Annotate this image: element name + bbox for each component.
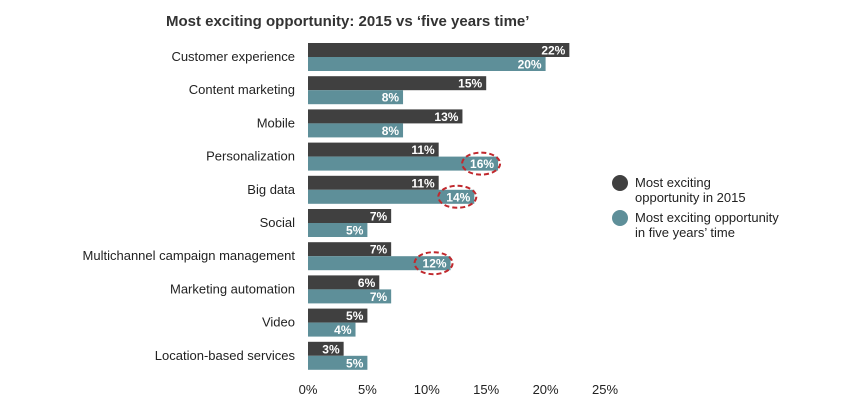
category-label: Marketing automation bbox=[170, 281, 295, 296]
bar bbox=[308, 175, 439, 190]
category-labels: Customer experience Content marketing Mobi… bbox=[83, 49, 296, 363]
bar bbox=[308, 341, 344, 356]
bar bbox=[308, 109, 463, 124]
highlight-circles bbox=[413, 151, 502, 276]
category-label: Big data bbox=[247, 182, 295, 197]
bar bbox=[308, 123, 404, 138]
legend-label: Most exciting bbox=[635, 175, 711, 190]
data-label: 5% bbox=[346, 356, 364, 370]
x-tick-label: 0% bbox=[299, 382, 318, 397]
category-label: Video bbox=[262, 315, 295, 330]
bar bbox=[308, 156, 499, 171]
highlight-circle bbox=[437, 184, 478, 209]
data-label: 5% bbox=[346, 224, 364, 238]
bar bbox=[308, 189, 475, 204]
bar bbox=[308, 43, 570, 57]
data-label: 22% bbox=[541, 44, 565, 58]
bar bbox=[308, 242, 392, 257]
bar bbox=[308, 142, 439, 157]
category-label: Mobile bbox=[257, 115, 295, 130]
chart-title: Most exciting opportunity: 2015 vs ‘five… bbox=[166, 13, 529, 30]
x-tick-label: 25% bbox=[592, 382, 618, 397]
category-label: Customer experience bbox=[171, 49, 295, 64]
data-label: 11% bbox=[411, 176, 435, 190]
bar bbox=[308, 209, 392, 223]
bars bbox=[308, 43, 570, 370]
bar bbox=[308, 90, 404, 105]
value-labels: 22%20%15%8%13%8%11%16%11%14%7%5%7%12%6%7… bbox=[322, 44, 565, 371]
data-label: 20% bbox=[518, 58, 542, 72]
data-label: 3% bbox=[322, 342, 340, 356]
bar bbox=[308, 57, 546, 71]
bar bbox=[308, 275, 380, 290]
data-label: 15% bbox=[458, 77, 482, 91]
bar bbox=[308, 308, 368, 323]
data-label: 16% bbox=[470, 157, 494, 171]
bar bbox=[308, 289, 392, 304]
legend-marker bbox=[612, 210, 628, 226]
data-label: 7% bbox=[370, 290, 388, 304]
legend-label: opportunity in 2015 bbox=[635, 190, 746, 205]
data-label: 7% bbox=[370, 243, 388, 257]
data-label: 8% bbox=[382, 124, 400, 138]
data-label: 6% bbox=[358, 276, 376, 290]
data-label: 12% bbox=[423, 257, 447, 271]
data-label: 8% bbox=[382, 91, 400, 105]
category-label: Social bbox=[260, 215, 296, 230]
legend-marker bbox=[612, 175, 628, 191]
data-label: 14% bbox=[446, 190, 470, 204]
category-label: Multichannel campaign management bbox=[83, 248, 296, 263]
legend-label: Most exciting opportunity bbox=[635, 210, 779, 225]
highlight-circle bbox=[461, 151, 502, 176]
data-label: 13% bbox=[434, 110, 458, 124]
x-tick-label: 15% bbox=[473, 382, 499, 397]
legend-label: in five years’ time bbox=[635, 225, 735, 240]
category-label: Personalization bbox=[206, 149, 295, 164]
category-label: Content marketing bbox=[189, 82, 295, 97]
category-label: Location-based services bbox=[155, 348, 296, 363]
bar bbox=[308, 322, 356, 337]
data-label: 4% bbox=[334, 323, 352, 337]
x-tick-label: 10% bbox=[414, 382, 440, 397]
x-tick-label: 5% bbox=[358, 382, 377, 397]
highlight-circle bbox=[413, 251, 454, 276]
data-label: 7% bbox=[370, 210, 388, 224]
x-axis: 0% 5% 10% 15% 20% 25% bbox=[299, 382, 619, 397]
bar bbox=[308, 223, 368, 237]
data-label: 11% bbox=[411, 143, 435, 157]
bar bbox=[308, 76, 487, 91]
data-label: 5% bbox=[346, 309, 364, 323]
x-tick-label: 20% bbox=[533, 382, 559, 397]
bar bbox=[308, 355, 368, 370]
